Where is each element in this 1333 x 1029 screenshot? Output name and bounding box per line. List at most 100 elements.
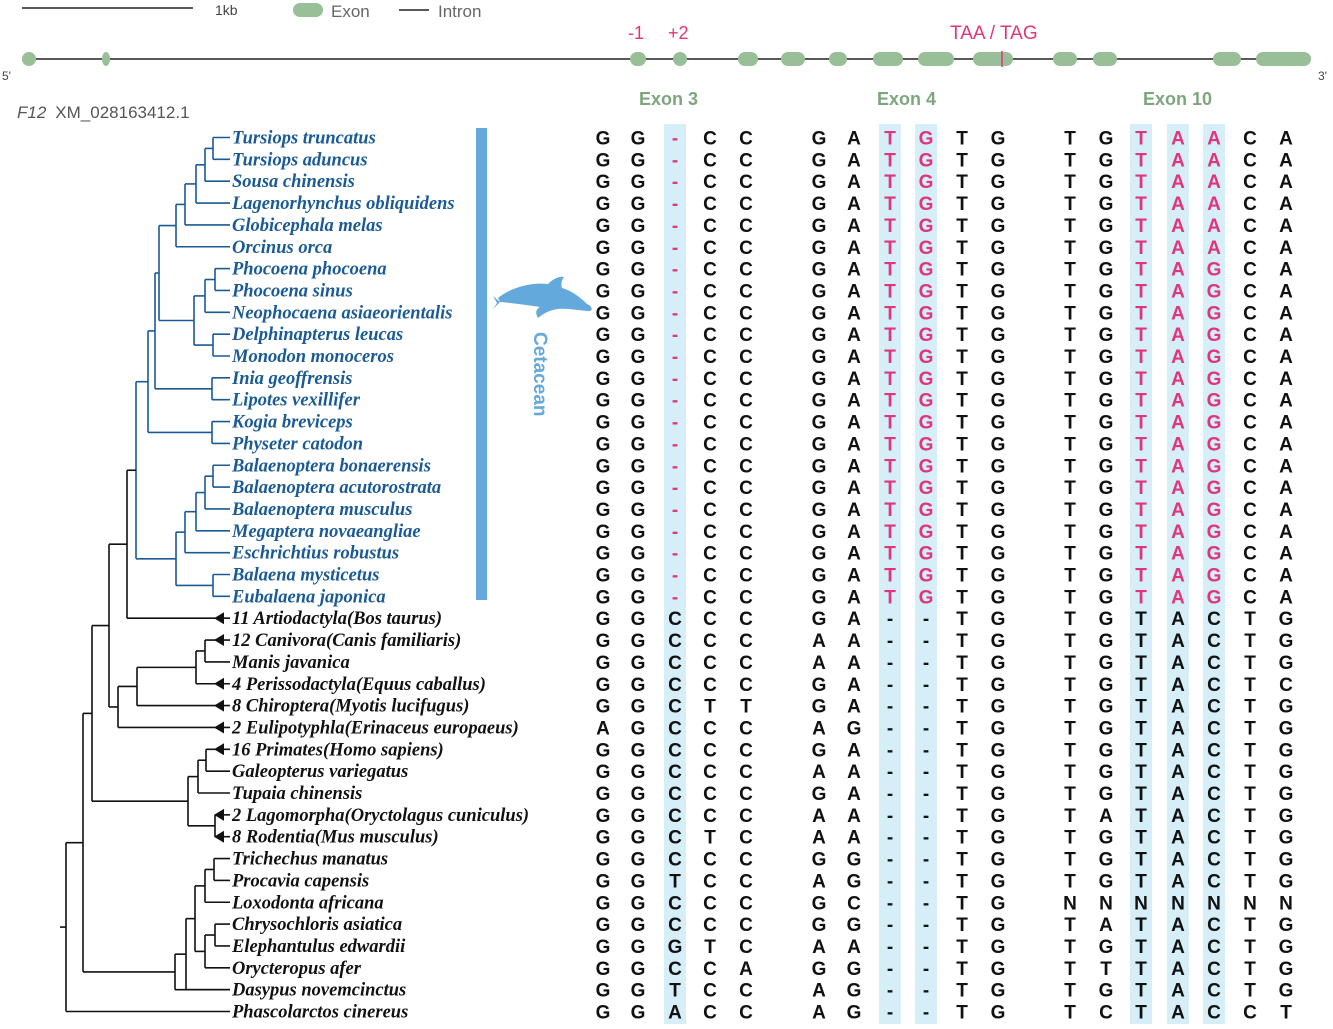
species-label: Neophocaena asiaeorientalis bbox=[231, 303, 452, 323]
base-exon10: N bbox=[1207, 893, 1221, 914]
base-exon4: G bbox=[812, 544, 827, 565]
base-exon10: T bbox=[1135, 959, 1147, 980]
base-exon4: T bbox=[956, 544, 968, 565]
base-exon3: G bbox=[596, 194, 611, 215]
base-exon4: G bbox=[812, 959, 827, 980]
base-exon3: C bbox=[703, 129, 717, 150]
base-exon3: - bbox=[672, 566, 678, 587]
base-exon4: G bbox=[991, 281, 1006, 302]
base-exon4: A bbox=[847, 129, 861, 150]
base-exon10: A bbox=[1171, 631, 1185, 652]
base-exon4: - bbox=[887, 675, 893, 696]
base-exon4: G bbox=[991, 937, 1006, 958]
base-exon10: T bbox=[1135, 697, 1147, 718]
base-exon10: G bbox=[1099, 391, 1114, 412]
base-exon10: A bbox=[1171, 587, 1185, 608]
base-exon10: C bbox=[1207, 718, 1221, 739]
base-exon3: G bbox=[596, 478, 611, 499]
base-exon10: C bbox=[1243, 587, 1257, 608]
base-exon3: C bbox=[739, 850, 753, 871]
base-exon4: G bbox=[991, 828, 1006, 849]
base-exon10: T bbox=[1135, 806, 1147, 827]
base-exon4: T bbox=[956, 150, 968, 171]
base-exon3: - bbox=[672, 238, 678, 259]
base-exon10: A bbox=[1279, 260, 1293, 281]
base-exon4: T bbox=[884, 434, 896, 455]
base-exon4: - bbox=[923, 653, 929, 674]
base-exon4: T bbox=[956, 806, 968, 827]
base-exon4: G bbox=[919, 216, 934, 237]
base-exon10: G bbox=[1279, 784, 1294, 805]
base-exon3: T bbox=[704, 828, 716, 849]
legend: 1kb Exon Intron bbox=[22, 2, 481, 21]
base-exon4: G bbox=[812, 522, 827, 543]
base-exon4: T bbox=[884, 216, 896, 237]
base-exon3: - bbox=[672, 303, 678, 324]
base-exon10: G bbox=[1099, 260, 1114, 281]
base-exon10: G bbox=[1279, 871, 1294, 892]
exon-block bbox=[918, 52, 954, 66]
base-exon3: C bbox=[739, 544, 753, 565]
species-label: Eubalaena japonica bbox=[231, 587, 386, 607]
base-exon4: A bbox=[847, 828, 861, 849]
base-exon4: G bbox=[812, 325, 827, 346]
base-exon10: A bbox=[1279, 369, 1293, 390]
base-exon4: G bbox=[991, 697, 1006, 718]
base-exon4: T bbox=[884, 478, 896, 499]
cetacean-label: Cetacean bbox=[529, 332, 550, 417]
base-exon10: C bbox=[1243, 456, 1257, 477]
base-exon3: C bbox=[703, 347, 717, 368]
base-exon10: A bbox=[1171, 828, 1185, 849]
species-label: Orcinus orca bbox=[232, 238, 332, 258]
base-exon10: T bbox=[1135, 937, 1147, 958]
base-exon4: G bbox=[991, 566, 1006, 587]
base-exon10: A bbox=[1279, 281, 1293, 302]
base-exon10: A bbox=[1279, 544, 1293, 565]
base-exon10: G bbox=[1099, 194, 1114, 215]
base-exon3: C bbox=[739, 369, 753, 390]
base-exon10: T bbox=[1064, 850, 1076, 871]
base-exon3: G bbox=[631, 828, 646, 849]
base-exon10: C bbox=[1207, 675, 1221, 696]
base-exon3: G bbox=[631, 434, 646, 455]
base-exon3: G bbox=[631, 260, 646, 281]
base-exon4: - bbox=[887, 1003, 893, 1024]
base-exon3: C bbox=[739, 238, 753, 259]
base-exon3: C bbox=[739, 325, 753, 346]
base-exon10: G bbox=[1099, 828, 1114, 849]
base-exon10: A bbox=[1207, 216, 1221, 237]
base-exon10: G bbox=[1207, 325, 1222, 346]
base-exon10: T bbox=[1064, 347, 1076, 368]
dolphin-icon bbox=[493, 276, 592, 318]
base-exon3: C bbox=[668, 631, 682, 652]
base-exon10: T bbox=[1135, 566, 1147, 587]
base-exon10: G bbox=[1099, 762, 1114, 783]
base-exon10: A bbox=[1171, 609, 1185, 630]
base-exon3: C bbox=[668, 609, 682, 630]
base-exon4: A bbox=[847, 544, 861, 565]
base-exon10: A bbox=[1099, 806, 1113, 827]
gene-structure: 5' 3' -1 +2 TAA / TAG bbox=[2, 23, 1327, 83]
base-exon4: G bbox=[812, 566, 827, 587]
base-exon10: G bbox=[1279, 740, 1294, 761]
base-exon10: G bbox=[1207, 260, 1222, 281]
base-exon10: G bbox=[1099, 456, 1114, 477]
collapsed-clade-marker bbox=[214, 808, 224, 821]
scale-label: 1kb bbox=[215, 2, 238, 18]
species-label: Lagenorhynchus obliquidens bbox=[231, 194, 455, 214]
base-exon3: G bbox=[596, 522, 611, 543]
base-exon10: T bbox=[1135, 260, 1147, 281]
base-exon10: C bbox=[1207, 1003, 1221, 1024]
base-exon10: T bbox=[1244, 959, 1256, 980]
base-exon3: C bbox=[739, 522, 753, 543]
base-exon4: A bbox=[847, 806, 861, 827]
base-exon3: G bbox=[631, 172, 646, 193]
base-exon4: G bbox=[991, 762, 1006, 783]
base-exon3: T bbox=[740, 697, 752, 718]
base-exon3: G bbox=[596, 893, 611, 914]
base-exon3: G bbox=[631, 784, 646, 805]
base-exon3: C bbox=[668, 718, 682, 739]
base-exon10: G bbox=[1099, 129, 1114, 150]
base-exon3: G bbox=[596, 675, 611, 696]
base-exon3: G bbox=[631, 544, 646, 565]
